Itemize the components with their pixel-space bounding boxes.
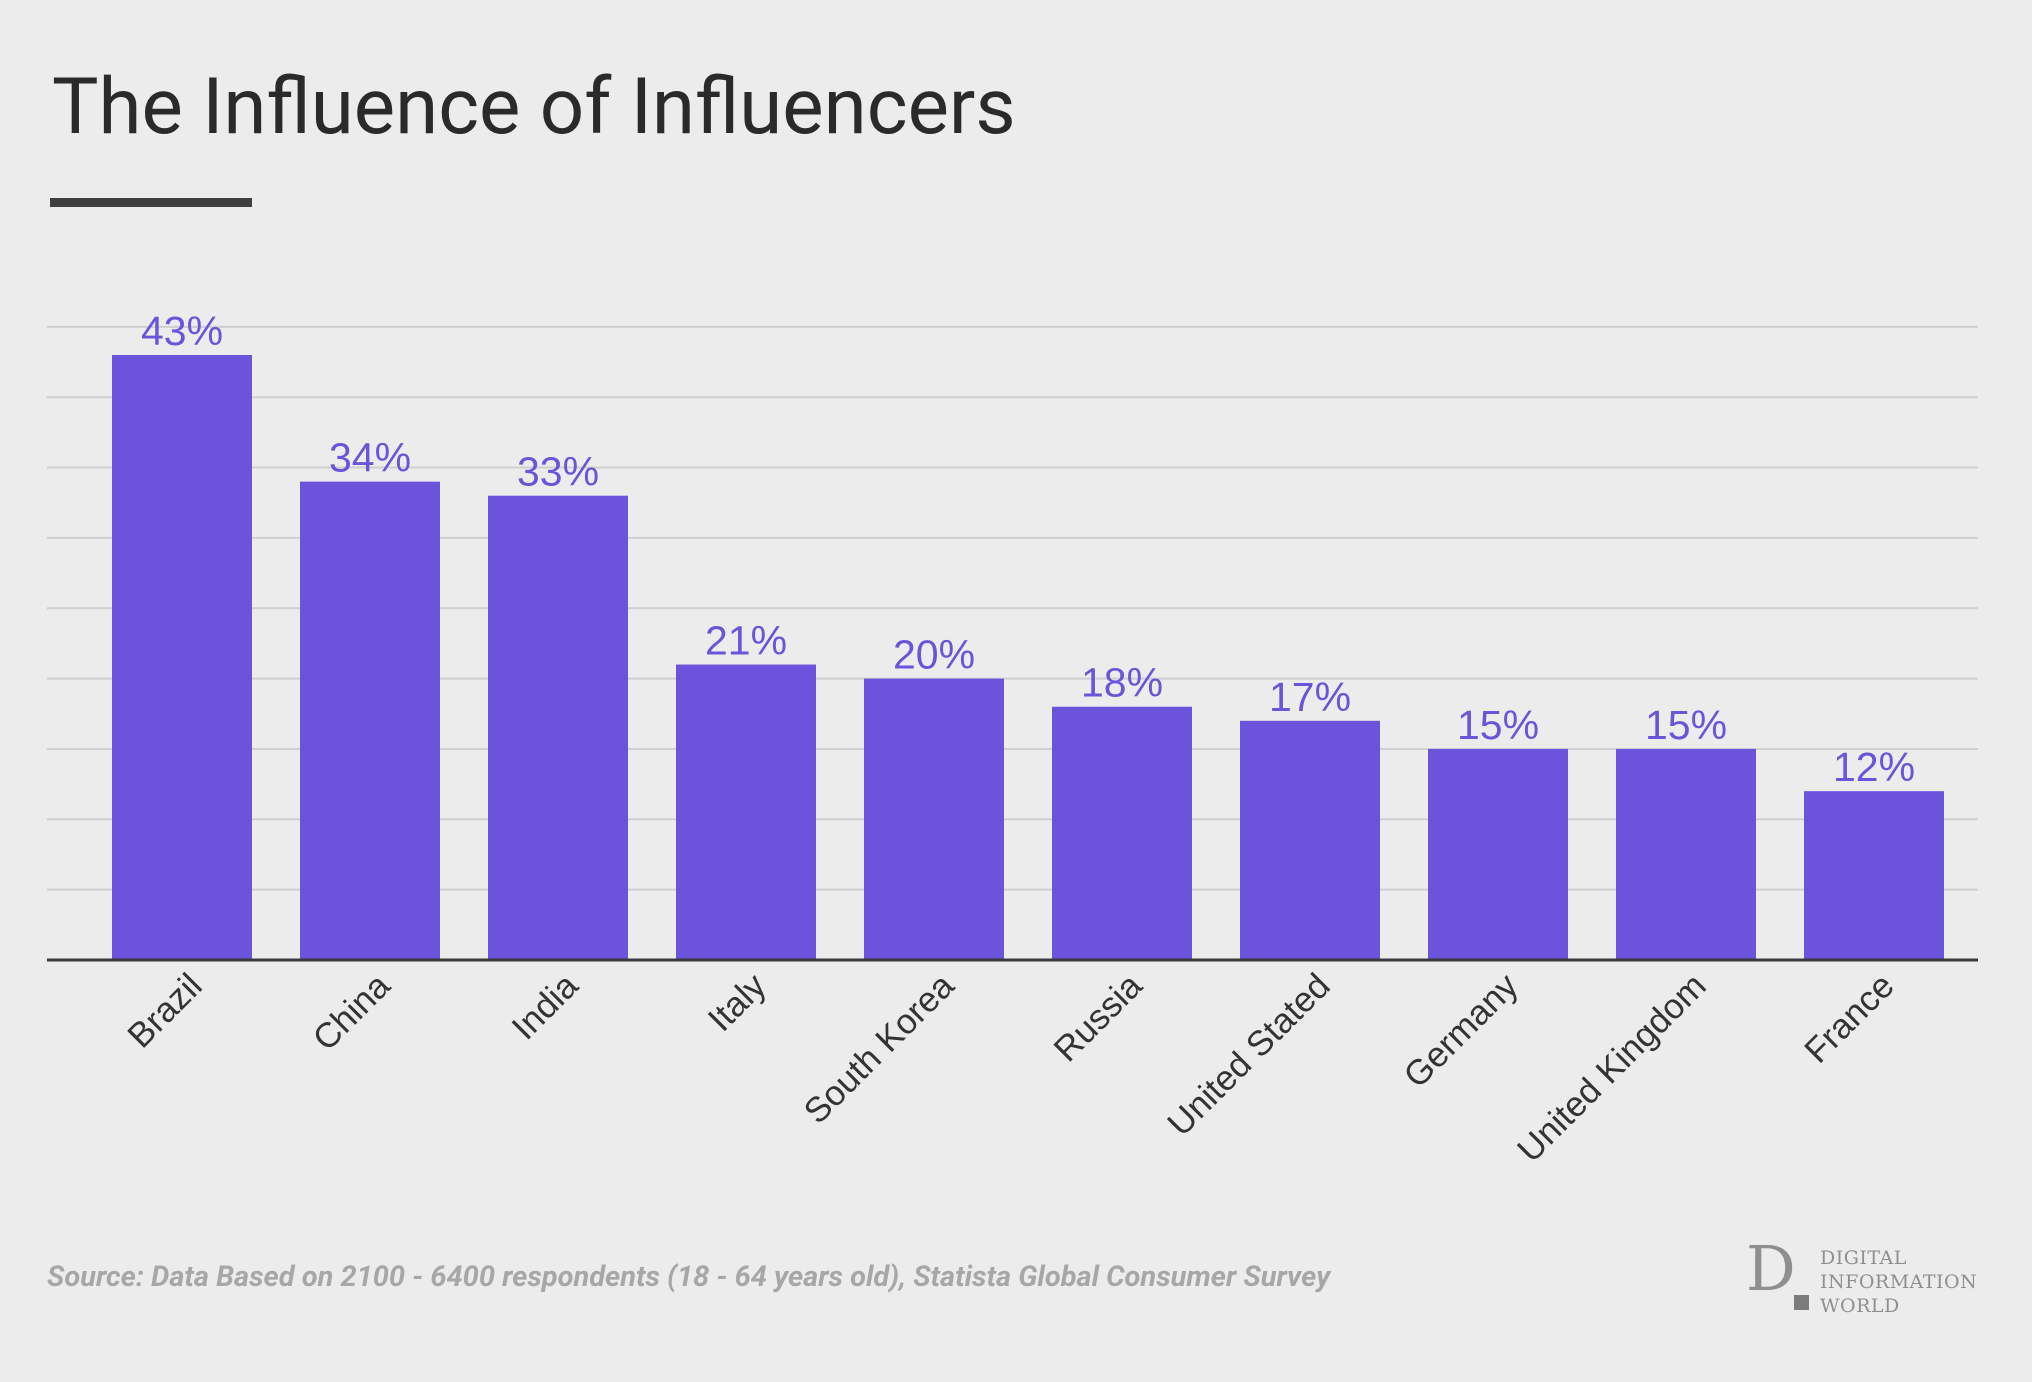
x-tick-label: China <box>305 966 398 1059</box>
bar-brazil <box>112 354 252 960</box>
logo-wordmark: DIGITAL INFORMATION WORLD <box>1820 1246 1977 1318</box>
bars <box>112 354 1944 960</box>
x-tick-label: South Korea <box>796 966 962 1132</box>
value-label: 20% <box>893 632 975 678</box>
bar-united-stated <box>1240 720 1380 960</box>
value-label: 17% <box>1269 674 1351 720</box>
bar-united-kingdom <box>1616 748 1756 960</box>
bar-france <box>1804 791 1944 960</box>
value-label: 43% <box>141 308 223 354</box>
value-label: 15% <box>1645 702 1727 748</box>
title-underline <box>50 198 252 207</box>
bar-russia <box>1052 706 1192 960</box>
source-note: Source: Data Based on 2100 - 6400 respon… <box>47 1260 1331 1294</box>
value-label: 18% <box>1081 660 1163 706</box>
digital-information-world-logo: D DIGITAL INFORMATION WORLD <box>1746 1238 1977 1318</box>
logo-mark: D <box>1746 1232 1796 1305</box>
x-tick-label: Italy <box>701 966 774 1039</box>
x-tick-labels: Brazil China India Italy South Korea Russia Un… <box>120 966 1901 1170</box>
value-label: 34% <box>329 435 411 481</box>
bar-china <box>300 481 440 960</box>
value-label: 33% <box>517 449 599 495</box>
bar-south-korea <box>864 678 1004 960</box>
logo-line: INFORMATION <box>1820 1271 1978 1293</box>
x-tick-label: Russia <box>1046 966 1150 1070</box>
logo-line: DIGITAL <box>1820 1247 1907 1269</box>
x-tick-label: India <box>504 966 586 1048</box>
chart-title: The Influence of Influencers <box>52 62 1016 153</box>
x-tick-label: United Kingdom <box>1510 966 1714 1170</box>
x-tick-label: France <box>1797 966 1902 1071</box>
value-label: 12% <box>1833 744 1915 790</box>
value-labels: 43% 34% 33% 21% 20% 18% 17% 15% 15% 12% <box>141 308 1915 790</box>
value-label: 15% <box>1457 702 1539 748</box>
x-tick-label: Brazil <box>120 966 209 1055</box>
x-tick-label: United Stated <box>1160 966 1338 1144</box>
x-tick-label: Germany <box>1396 966 1526 1096</box>
value-label: 21% <box>705 618 787 664</box>
bar-italy <box>676 664 816 960</box>
bar-germany <box>1428 748 1568 960</box>
bar-india <box>488 495 628 960</box>
logo-square-icon <box>1794 1295 1809 1310</box>
logo-line: WORLD <box>1820 1295 1900 1317</box>
